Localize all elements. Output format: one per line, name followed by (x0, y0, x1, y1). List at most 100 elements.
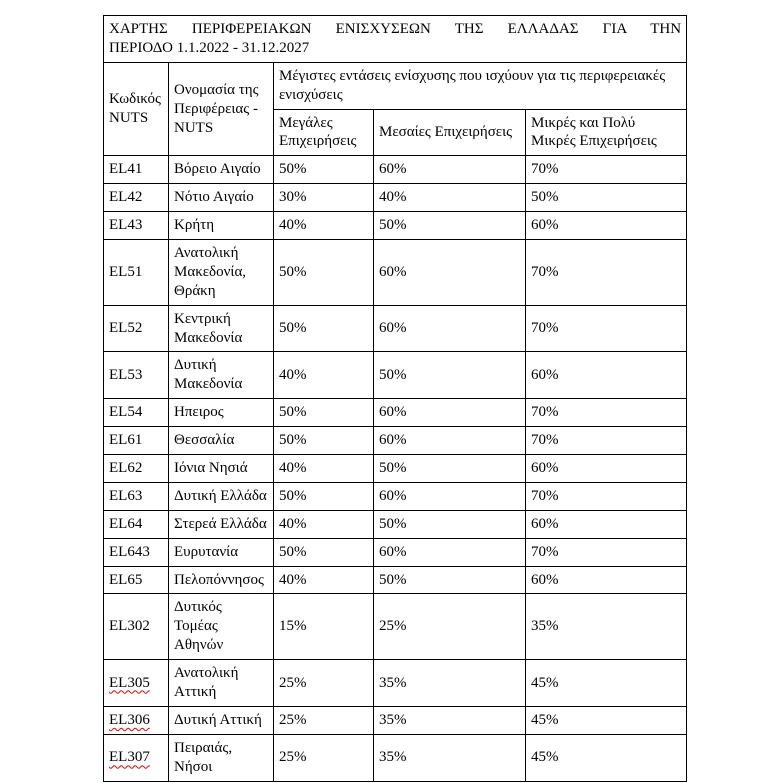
nuts-code: EL64 (109, 515, 143, 532)
nuts-code: EL43 (109, 217, 143, 234)
nuts-code-cell: EL63 (103, 481, 169, 511)
title-line-1: ΧΑΡΤΗΣ ΠΕΡΙΦΕΡΕΙΑΚΩΝ ΕΝΙΣΧΥΣΕΩΝ ΤΗΣ ΕΛΛΑ… (109, 21, 682, 37)
large-enterprise-aid-cell: 50% (273, 481, 374, 511)
nuts-code: EL42 (109, 189, 143, 206)
medium-enterprise-aid-cell: 60% (373, 304, 526, 353)
medium-enterprise-aid-cell: 50% (373, 454, 526, 483)
small-enterprise-aid-cell: 70% (524, 155, 688, 185)
header-aid-intensities: Μέγιστες εντάσεις ενίσχυσης που ισχύουν … (272, 61, 688, 110)
large-enterprise-aid-cell: 25% (273, 659, 374, 707)
region-name-cell: Δυτική Ελλάδα (168, 481, 274, 511)
small-enterprise-aid-cell: 60% (524, 565, 688, 595)
medium-enterprise-aid-cell: 60% (373, 426, 526, 456)
small-enterprise-aid-cell: 70% (524, 537, 688, 567)
table-row: EL52 Κεντρική Μακεδονία 50% 60% 70% (103, 304, 688, 353)
region-name-cell: Δυτική Μακεδονία (168, 351, 274, 400)
large-enterprise-aid-cell: 50% (273, 304, 374, 353)
table-row: EL65 Πελοπόννησος 40% 50% 60% (103, 565, 688, 595)
header-medium-enterprises: Μεσαίες Επιχειρήσεις (373, 108, 526, 157)
small-enterprise-aid-cell: 60% (524, 509, 688, 539)
header-row-sub: Μεγάλες Επιχειρήσεις Μεσαίες Επιχειρήσει… (104, 108, 688, 157)
region-name-cell: Δυτική Αττική (168, 705, 274, 735)
nuts-code: EL307 (109, 749, 150, 766)
nuts-code-cell: EL305 (103, 659, 169, 707)
header-small-enterprises: Μικρές και Πολύ Μικρές Επιχειρήσεις (524, 108, 688, 157)
small-enterprise-aid-cell: 45% (524, 659, 688, 707)
table-row: EL51 Ανατολική Μακεδονία, Θράκη 50% 60% … (103, 239, 688, 306)
table-row: EL306 Δυτική Αττική 25% 35% 45% (103, 705, 688, 735)
large-enterprise-aid-cell: 40% (273, 565, 374, 595)
small-enterprise-aid-cell: 60% (524, 211, 688, 241)
region-name-cell: Νότιο Αιγαίο (168, 183, 274, 213)
region-name-cell: Βόρειο Αιγαίο (168, 155, 274, 185)
nuts-code: EL51 (109, 263, 143, 280)
nuts-code-cell: EL42 (103, 183, 169, 213)
nuts-code: EL61 (109, 432, 143, 449)
nuts-code-cell: EL51 (103, 239, 169, 306)
nuts-code: EL63 (109, 487, 143, 504)
nuts-code-cell: EL41 (103, 155, 169, 185)
header-large-enterprises: Μεγάλες Επιχειρήσεις (273, 108, 374, 157)
small-enterprise-aid-cell: 70% (524, 239, 688, 306)
nuts-code: EL62 (109, 460, 143, 477)
region-name-cell: Πειραιάς, Νήσοι (168, 733, 274, 782)
nuts-code: EL306 (109, 711, 150, 728)
table-row: EL42 Νότιο Αιγαίο 30% 40% 50% (103, 183, 688, 213)
region-name-cell: Κεντρική Μακεδονία (168, 304, 274, 353)
large-enterprise-aid-cell: 15% (273, 593, 374, 661)
large-enterprise-aid-cell: 50% (273, 426, 374, 456)
large-enterprise-aid-cell: 50% (273, 398, 374, 428)
nuts-code-cell: EL54 (103, 398, 169, 428)
nuts-code-cell: EL64 (103, 509, 169, 539)
medium-enterprise-aid-cell: 50% (373, 565, 526, 595)
table-row: EL302 Δυτικός Τομέας Αθηνών 15% 25% 35% (103, 593, 688, 661)
region-name-cell: Κρήτη (168, 211, 274, 241)
large-enterprise-aid-cell: 50% (273, 155, 374, 185)
small-enterprise-aid-cell: 45% (524, 733, 688, 782)
nuts-code-cell: EL61 (103, 426, 169, 456)
table-row: EL41 Βόρειο Αιγαίο 50% 60% 70% (103, 155, 688, 185)
table-row: EL43 Κρήτη 40% 50% 60% (103, 211, 688, 241)
large-enterprise-aid-cell: 50% (273, 239, 374, 306)
large-enterprise-aid-cell: 40% (273, 211, 374, 241)
table-row: EL307 Πειραιάς, Νήσοι 25% 35% 45% (103, 733, 688, 782)
region-name-cell: Ηπειρος (168, 398, 274, 428)
medium-enterprise-aid-cell: 60% (373, 239, 526, 306)
nuts-code: EL54 (109, 404, 143, 421)
table-row: EL305 Ανατολική Αττική 25% 35% 45% (103, 659, 688, 707)
small-enterprise-aid-cell: 60% (524, 351, 688, 400)
small-enterprise-aid-cell: 60% (524, 454, 688, 483)
nuts-code-cell: EL306 (103, 705, 169, 735)
medium-enterprise-aid-cell: 50% (373, 509, 526, 539)
nuts-code: EL305 (109, 674, 150, 691)
document-title: ΧΑΡΤΗΣ ΠΕΡΙΦΕΡΕΙΑΚΩΝ ΕΝΙΣΧΥΣΕΩΝ ΤΗΣ ΕΛΛΑ… (102, 15, 688, 63)
large-enterprise-aid-cell: 40% (273, 454, 374, 483)
title-row: ΧΑΡΤΗΣ ΠΕΡΙΦΕΡΕΙΑΚΩΝ ΕΝΙΣΧΥΣΕΩΝ ΤΗΣ ΕΛΛΑ… (102, 15, 688, 63)
nuts-code-cell: EL302 (103, 593, 169, 661)
region-name-cell: Ανατολική Μακεδονία, Θράκη (168, 239, 274, 306)
small-enterprise-aid-cell: 70% (524, 426, 688, 456)
medium-enterprise-aid-cell: 25% (373, 593, 526, 661)
regional-aid-map-table: ΧΑΡΤΗΣ ΠΕΡΙΦΕΡΕΙΑΚΩΝ ΕΝΙΣΧΥΣΕΩΝ ΤΗΣ ΕΛΛΑ… (102, 15, 688, 782)
nuts-code-cell: EL65 (103, 565, 169, 595)
nuts-code: EL643 (109, 543, 150, 560)
nuts-code-cell: EL62 (103, 454, 169, 483)
nuts-code-cell: EL43 (103, 211, 169, 241)
header-nuts-code: Κωδικός NUTS (103, 61, 169, 157)
large-enterprise-aid-cell: 40% (273, 509, 374, 539)
nuts-code: EL53 (109, 366, 143, 383)
medium-enterprise-aid-cell: 35% (373, 733, 526, 782)
medium-enterprise-aid-cell: 40% (373, 183, 526, 213)
nuts-code: EL52 (109, 320, 143, 337)
table-row: EL54 Ηπειρος 50% 60% 70% (103, 398, 688, 428)
table-row: EL643 Ευρυτανία 50% 60% 70% (103, 537, 688, 567)
small-enterprise-aid-cell: 50% (524, 183, 688, 213)
small-enterprise-aid-cell: 35% (524, 593, 688, 661)
large-enterprise-aid-cell: 30% (273, 183, 374, 213)
table-row: EL63 Δυτική Ελλάδα 50% 60% 70% (103, 481, 688, 511)
large-enterprise-aid-cell: 50% (273, 537, 374, 567)
region-name-cell: Στερεά Ελλάδα (168, 509, 274, 539)
small-enterprise-aid-cell: 70% (524, 481, 688, 511)
medium-enterprise-aid-cell: 50% (373, 211, 526, 241)
medium-enterprise-aid-cell: 50% (373, 351, 526, 400)
